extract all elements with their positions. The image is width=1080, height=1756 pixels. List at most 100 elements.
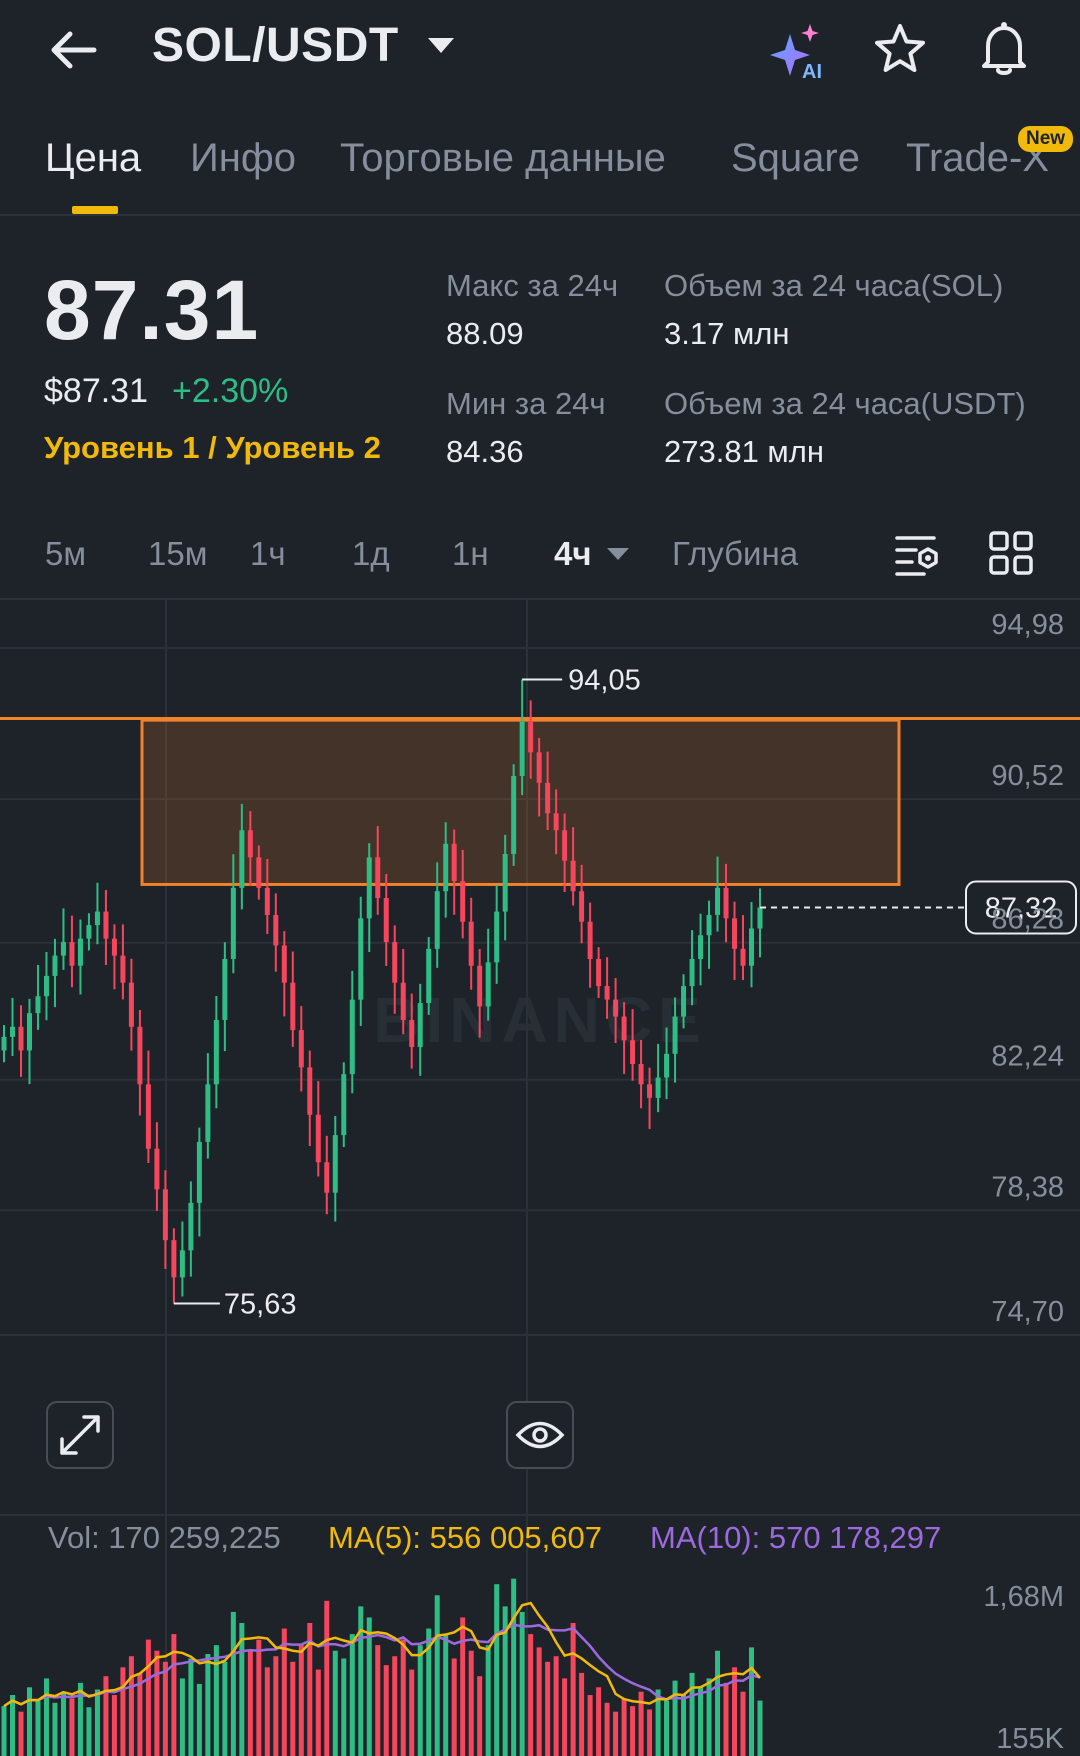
- candle-body: [570, 860, 576, 892]
- fullscreen-button[interactable]: [46, 1401, 114, 1469]
- volume-bar: [392, 1656, 398, 1756]
- volume-bar: [613, 1711, 619, 1756]
- volume-bar: [528, 1634, 534, 1756]
- volume-bar: [570, 1623, 576, 1756]
- candle-body: [43, 975, 49, 997]
- candle-body: [655, 1077, 661, 1098]
- interval-dropdown-caret-icon[interactable]: [607, 548, 629, 560]
- volume-bar: [400, 1639, 406, 1756]
- volume-bar: [579, 1672, 585, 1756]
- volume-ma10-line: [3, 1623, 761, 1708]
- chart-settings-icon[interactable]: [894, 530, 942, 576]
- pair-title[interactable]: SOL/USDT: [152, 19, 399, 72]
- volume-bar: [9, 1695, 15, 1756]
- high-24h-value: 88.09: [446, 316, 524, 351]
- volume-bar: [417, 1645, 423, 1756]
- candle-body: [596, 958, 602, 987]
- price-usd: $87.31: [44, 372, 148, 410]
- candle-body: [256, 857, 262, 888]
- volume-bar: [213, 1645, 219, 1756]
- back-arrow-icon[interactable]: [44, 20, 104, 80]
- volume-bar: [196, 1683, 202, 1756]
- candle-body: [154, 1148, 160, 1190]
- price-change-percent: +2.30%: [172, 372, 289, 410]
- candle-body: [77, 938, 83, 966]
- candle-body: [103, 911, 109, 939]
- depth-tab[interactable]: Глубина: [672, 535, 799, 572]
- candle-body: [35, 996, 41, 1014]
- volume-bar: [383, 1665, 389, 1756]
- y-axis-tick-label: 78,38: [991, 1171, 1064, 1203]
- volume-bar: [264, 1667, 270, 1756]
- tab-square[interactable]: Square: [731, 136, 860, 180]
- candle-body: [290, 982, 296, 1031]
- volume-bar: [120, 1667, 126, 1756]
- vol-usdt-value: 273.81 млн: [664, 434, 824, 469]
- candle-body: [494, 911, 500, 963]
- ai-sparkle-icon[interactable]: AI: [766, 20, 830, 80]
- candle-body: [545, 782, 551, 814]
- candle-body: [60, 942, 66, 956]
- interval-1h[interactable]: 1ч: [250, 535, 286, 572]
- candle-body: [689, 958, 695, 987]
- candlestick-chart[interactable]: BINANCE 94,05 75,63 87,32 94,98 90,52 86,28 8…: [0, 600, 1080, 1756]
- candle-body: [111, 938, 117, 956]
- volume-bar: [519, 1611, 525, 1756]
- min-price-label: 75,63: [224, 1288, 297, 1320]
- vol-usdt-label: Объем за 24 часа(USDT): [664, 386, 1026, 421]
- tab-trading-data[interactable]: Торговые данные: [340, 136, 666, 180]
- candle-body: [128, 982, 134, 1027]
- high-24h-label: Макс за 24ч: [446, 268, 619, 303]
- interval-1w[interactable]: 1н: [452, 535, 489, 572]
- volume-bar: [545, 1661, 551, 1756]
- pair-dropdown-caret-icon[interactable]: [428, 38, 454, 53]
- candle-body: [630, 1040, 636, 1064]
- volume-bar: [366, 1617, 372, 1756]
- favorite-star-icon[interactable]: [870, 20, 930, 80]
- volume-bar: [281, 1628, 287, 1756]
- candle-body: [145, 1084, 151, 1149]
- candle-body: [613, 999, 619, 1017]
- volume-bar: [689, 1672, 695, 1756]
- low-24h-value: 84.36: [446, 434, 524, 469]
- tab-price[interactable]: Цена: [45, 136, 142, 180]
- max-price-label: 94,05: [568, 665, 641, 697]
- interval-1d[interactable]: 1д: [352, 535, 390, 572]
- volume-bar: [536, 1647, 542, 1756]
- candle-body: [205, 1084, 211, 1142]
- notification-bell-icon[interactable]: [976, 18, 1032, 80]
- volume-bar: [706, 1678, 712, 1756]
- candle-body: [341, 1074, 347, 1136]
- volume-bar: [553, 1656, 559, 1756]
- candle-body: [434, 891, 440, 949]
- binance-watermark: BINANCE: [373, 984, 707, 1056]
- candle-body: [749, 928, 755, 966]
- candle-body: [273, 914, 279, 946]
- candle-body: [196, 1141, 202, 1203]
- volume-ma5-line: [3, 1601, 761, 1708]
- candle-body: [9, 1026, 15, 1037]
- candle-body: [715, 887, 721, 915]
- levels-link[interactable]: Уровень 1 / Уровень 2: [44, 430, 381, 465]
- volume-bar: [188, 1658, 194, 1756]
- volume-bar: [638, 1691, 644, 1756]
- volume-bar: [477, 1676, 483, 1756]
- candle-body: [443, 843, 449, 892]
- vol-sol-label: Объем за 24 часа(SOL): [664, 268, 1004, 303]
- interval-5m[interactable]: 5м: [45, 535, 87, 572]
- volume-bar: [154, 1650, 160, 1756]
- volume-bar: [179, 1678, 185, 1756]
- volume-bar: [52, 1702, 58, 1756]
- candle-body: [451, 843, 457, 882]
- interval-4h[interactable]: 4ч: [554, 535, 592, 572]
- interval-15m[interactable]: 15м: [148, 535, 208, 572]
- volume-bar: [26, 1687, 32, 1756]
- candle-body: [757, 907, 763, 929]
- layout-grid-icon[interactable]: [988, 530, 1034, 576]
- volume-bar: [587, 1695, 593, 1756]
- candle-body: [307, 1067, 313, 1115]
- volume-bar: [35, 1700, 41, 1756]
- visibility-toggle-button[interactable]: [506, 1401, 574, 1469]
- volume-bar: [757, 1700, 763, 1756]
- tab-info[interactable]: Инфо: [190, 136, 296, 180]
